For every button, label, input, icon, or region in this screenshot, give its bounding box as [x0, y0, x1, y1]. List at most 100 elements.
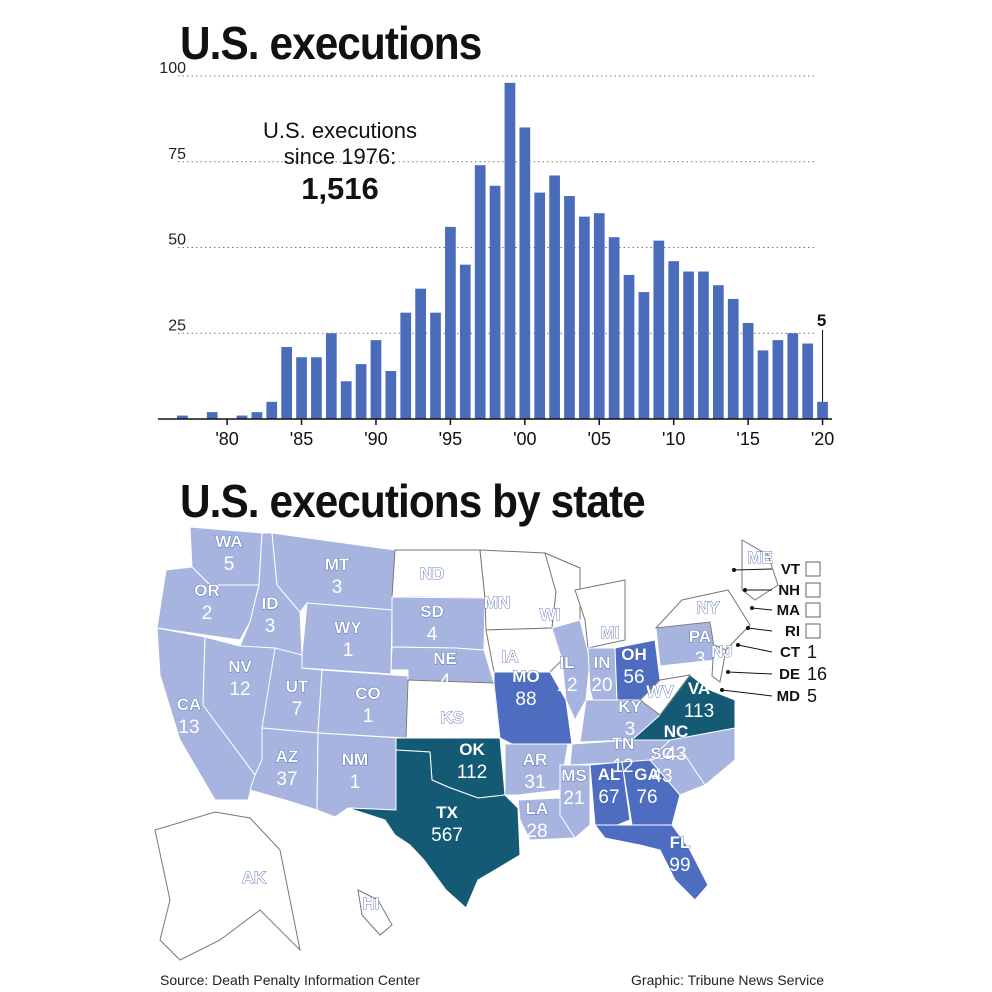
state-abbr-fl: FL	[670, 833, 691, 852]
state-abbr-la: LA	[526, 799, 549, 818]
state-abbr-me: ME	[747, 548, 773, 567]
bar-1999	[504, 82, 516, 420]
state-abbr-nc: NC	[664, 722, 689, 741]
x-tick-label: '85	[290, 429, 313, 449]
state-value-in: 20	[591, 675, 612, 696]
state-me	[741, 539, 779, 601]
state-abbr-mo: MO	[512, 667, 539, 686]
state-value-ca: 13	[178, 717, 199, 738]
state-value-sc: 43	[651, 766, 672, 787]
bar-2014	[727, 298, 739, 419]
callout-value-de: 16	[807, 664, 827, 684]
state-value-tx: 567	[431, 825, 463, 846]
callout-abbr-nh: NH	[778, 582, 800, 599]
state-value-ut: 7	[292, 699, 303, 720]
callout-abbr-md: MD	[777, 688, 800, 705]
state-mi	[574, 579, 626, 649]
bar-1988	[340, 381, 352, 419]
bar-1982	[251, 412, 263, 419]
x-tick-label: '80	[215, 429, 238, 449]
bar-1995	[445, 226, 456, 419]
us-map: WA5OR2CA13ID3NV12MT3WY1UT7CO1AZ37NM1NDSD…	[154, 526, 827, 961]
x-tick-label: '10	[662, 429, 685, 449]
state-hi	[357, 889, 393, 936]
state-ar	[504, 743, 569, 796]
bar-2003	[564, 196, 575, 419]
state-wy	[301, 602, 393, 675]
bar-chart: 25 50 75 100 '80 '85 '90 '95 '00 '05 '10 '15 '20 5	[158, 60, 834, 449]
graphic-credit: Graphic: Tribune News Service	[631, 972, 824, 988]
source-note: Source: Death Penalty Information Center	[160, 972, 420, 988]
bar-1984	[281, 346, 293, 419]
state-value-oh: 56	[623, 667, 644, 688]
state-abbr-wa: WA	[215, 532, 242, 551]
state-value-la: 28	[526, 821, 547, 842]
state-abbr-ca: CA	[177, 695, 202, 714]
callout-dot	[732, 568, 736, 572]
state-value-va: 113	[684, 701, 714, 722]
bar-1991	[385, 370, 397, 419]
state-value-pa: 3	[695, 649, 706, 670]
callout-abbr-ct: CT	[780, 644, 800, 661]
state-ms	[559, 764, 591, 839]
state-abbr-ms: MS	[561, 766, 587, 785]
bar-2001	[534, 192, 546, 419]
callout-leader	[721, 689, 773, 697]
state-value-az: 37	[276, 769, 297, 790]
y-tick-label: 50	[168, 232, 186, 249]
state-value-fl: 99	[669, 855, 690, 876]
state-value-mo: 88	[515, 689, 536, 710]
state-value-or: 2	[202, 603, 213, 624]
callout-empty-box	[805, 623, 821, 639]
state-value-sd: 4	[427, 624, 438, 645]
x-tick-label: '20	[811, 429, 834, 449]
callout-leader	[737, 644, 773, 653]
callout-abbr-de: DE	[779, 666, 800, 683]
bar-2017	[772, 340, 784, 419]
state-abbr-tx: TX	[436, 803, 458, 822]
state-abbr-wi: WI	[540, 605, 561, 624]
y-axis-ticks: 25 50 75 100	[159, 60, 186, 334]
callout-line2: since 1976:	[283, 144, 397, 169]
callout-leader	[733, 568, 773, 571]
state-abbr-nj: NJ	[711, 642, 733, 661]
bar-2004	[579, 216, 590, 419]
state-abbr-il: IL	[559, 653, 574, 672]
state-tx	[347, 749, 521, 909]
callout-line1: U.S. executions	[262, 118, 418, 143]
state-value-nc: 43	[665, 744, 686, 765]
state-abbr-pa: PA	[689, 627, 711, 646]
callout-dot	[720, 688, 724, 692]
bar-1997	[474, 165, 486, 419]
state-value-co: 1	[363, 706, 374, 727]
state-nj	[711, 644, 727, 683]
state-abbr-co: CO	[355, 684, 381, 703]
state-shapes	[154, 526, 779, 961]
x-tick-label: '90	[364, 429, 387, 449]
callout-empty-box	[805, 602, 821, 618]
state-abbr-ga: GA	[634, 765, 660, 784]
state-abbr-ok: OK	[459, 740, 485, 759]
bar-2020	[817, 401, 828, 419]
callout-abbr-vt: VT	[781, 561, 800, 578]
callout-abbr-ri: RI	[785, 623, 800, 640]
state-abbr-wy: WY	[334, 618, 362, 637]
bar-1998	[489, 185, 501, 419]
state-abbr-sd: SD	[420, 602, 444, 621]
state-abbr-wv: WV	[646, 682, 674, 701]
callout-value-md: 5	[807, 686, 817, 706]
bar-2011	[683, 271, 694, 419]
callout-leader	[747, 627, 773, 632]
state-value-mt: 3	[332, 577, 343, 598]
state-value-wy: 1	[343, 640, 354, 661]
bar-1977	[177, 415, 188, 419]
bar-1979	[206, 412, 218, 419]
state-abbr-ky: KY	[618, 697, 642, 716]
map-title: U.S. executions by state	[180, 475, 646, 527]
y-tick-label: 25	[168, 317, 186, 334]
state-wv	[639, 674, 692, 716]
bar-2013	[712, 285, 724, 419]
callout-dot	[750, 606, 754, 610]
state-fl	[593, 824, 709, 901]
state-value-tn: 12	[612, 756, 633, 777]
